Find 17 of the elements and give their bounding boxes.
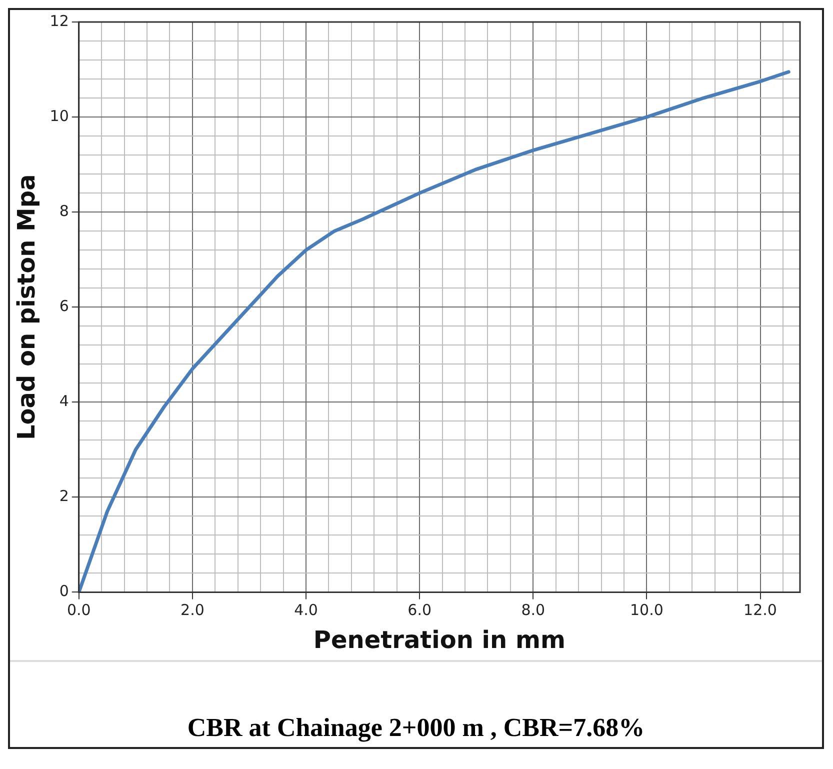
x-tick-label: 0.0 — [66, 601, 91, 620]
x-tick-label: 2.0 — [180, 601, 204, 620]
x-tick-label: 6.0 — [408, 601, 432, 620]
y-tick-label: 12 — [50, 12, 69, 30]
x-tick-label: 12.0 — [744, 601, 777, 620]
x-tick-label: 8.0 — [521, 601, 546, 620]
x-axis-title: Penetration in mm — [313, 626, 566, 654]
x-tick-label: 4.0 — [294, 601, 318, 620]
y-axis-title: Load on piston Mpa — [12, 174, 41, 440]
text: CBR at Chainage 2+000 m , CBR=7.68% — [187, 713, 645, 744]
y-tick-label: 8 — [59, 202, 69, 220]
y-tick-label: 0 — [59, 582, 69, 600]
y-tick-label: 4 — [59, 392, 69, 410]
y-tick-label: 10 — [50, 106, 69, 125]
y-tick-label: 2 — [59, 487, 69, 506]
y-tick-label: 6 — [59, 296, 69, 315]
x-tick-label: 10.0 — [630, 601, 664, 620]
